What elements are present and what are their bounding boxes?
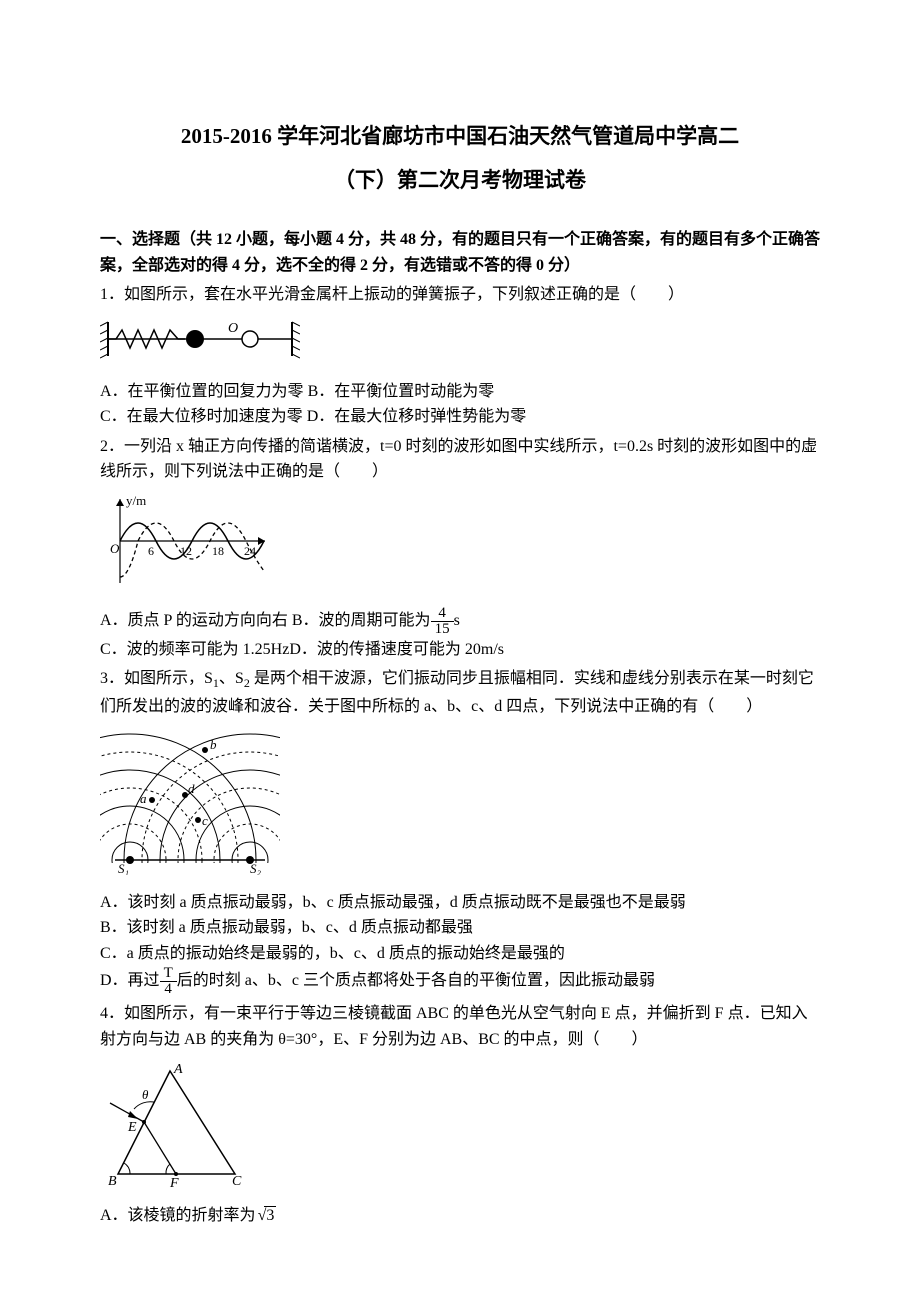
q2-option-b: B．波的周期可能为415s <box>292 612 460 629</box>
svg-text:a: a <box>140 791 147 806</box>
q3-option-b: B．该时刻 a 质点振动最弱，b、c、d 质点振动都最强 <box>100 915 820 941</box>
svg-text:C: C <box>232 1174 242 1189</box>
question-1-stem: 1．如图所示，套在水平光滑金属杆上振动的弹簧振子，下列叙述正确的是（ ） <box>100 282 820 308</box>
q2-option-c: C．波的频率可能为 1.25Hz <box>100 641 289 658</box>
question-3-stem: 3．如图所示，S1、S2 是两个相干波源，它们振动同步且振幅相同．实线和虚线分别… <box>100 666 820 719</box>
question-3-options: A．该时刻 a 质点振动最弱，b、c 质点振动最强，d 质点振动既不是最强也不是… <box>100 890 820 998</box>
svg-text:b: b <box>210 737 217 752</box>
svg-text:E: E <box>127 1120 137 1135</box>
svg-text:S₁: S₁ <box>118 861 129 875</box>
exam-title-line1: 2015-2016 学年河北省廊坊市中国石油天然气管道局中学高二 <box>100 120 820 154</box>
question-4-stem: 4．如图所示，有一束平行于等边三棱镜截面 ABC 的单色光从空气射向 E 点，并… <box>100 1001 820 1052</box>
svg-text:12: 12 <box>180 544 192 558</box>
exam-title-line2: （下）第二次月考物理试卷 <box>100 164 820 198</box>
q3-option-a: A．该时刻 a 质点振动最弱，b、c 质点振动最强，d 质点振动既不是最强也不是… <box>100 890 820 916</box>
svg-text:S₂: S₂ <box>250 861 262 875</box>
svg-text:6: 6 <box>148 544 154 558</box>
svg-text:y/m: y/m <box>126 493 146 508</box>
svg-text:O: O <box>110 541 120 556</box>
svg-text:B: B <box>108 1174 117 1189</box>
svg-text:A: A <box>173 1062 183 1077</box>
svg-text:c: c <box>202 813 208 828</box>
svg-text:O: O <box>228 321 238 336</box>
q1-option-d: D．在最大位移时弹性势能为零 <box>307 408 527 425</box>
question-4-options: A．该棱镜的折射率为√3 <box>100 1203 820 1229</box>
question-2-options: A．质点 P 的运动方向向右 B．波的周期可能为415s C．波的频率可能为 1… <box>100 606 820 663</box>
q2-option-d: D．波的传播速度可能为 20m/s <box>289 641 504 658</box>
q3-option-d: D．再过T4后的时刻 a、b、c 三个质点都将处于各自的平衡位置，因此振动最弱 <box>100 966 820 997</box>
section-1-header: 一、选择题（共 12 小题，每小题 4 分，共 48 分，有的题目只有一个正确答… <box>100 227 820 278</box>
q1-option-a: A．在平衡位置的回复力为零 <box>100 383 304 400</box>
svg-text:24: 24 <box>244 544 256 558</box>
question-3-figure: S₁ S₂ a b c d <box>100 725 820 884</box>
question-4-figure: A B C E F θ <box>100 1059 820 1198</box>
svg-text:F: F <box>169 1176 179 1189</box>
q1-option-c: C．在最大位移时加速度为零 <box>100 408 303 425</box>
q4-option-a: A．该棱镜的折射率为√3 <box>100 1207 276 1224</box>
question-1-figure: O <box>100 314 820 373</box>
q2-option-a: A．质点 P 的运动方向向右 <box>100 612 288 629</box>
svg-text:18: 18 <box>212 544 224 558</box>
svg-text:θ: θ <box>142 1087 149 1102</box>
question-2-figure: y/m O 6 12 18 24 <box>100 491 820 600</box>
question-2-stem: 2．一列沿 x 轴正方向传播的简谐横波，t=0 时刻的波形如图中实线所示，t=0… <box>100 434 820 485</box>
question-1-options: A．在平衡位置的回复力为零 B．在平衡位置时动能为零 C．在最大位移时加速度为零… <box>100 379 820 430</box>
q3-option-c: C．a 质点的振动始终是最弱的，b、c、d 质点的振动始终是最强的 <box>100 941 820 967</box>
q1-option-b: B．在平衡位置时动能为零 <box>308 383 495 400</box>
svg-text:d: d <box>188 781 195 796</box>
